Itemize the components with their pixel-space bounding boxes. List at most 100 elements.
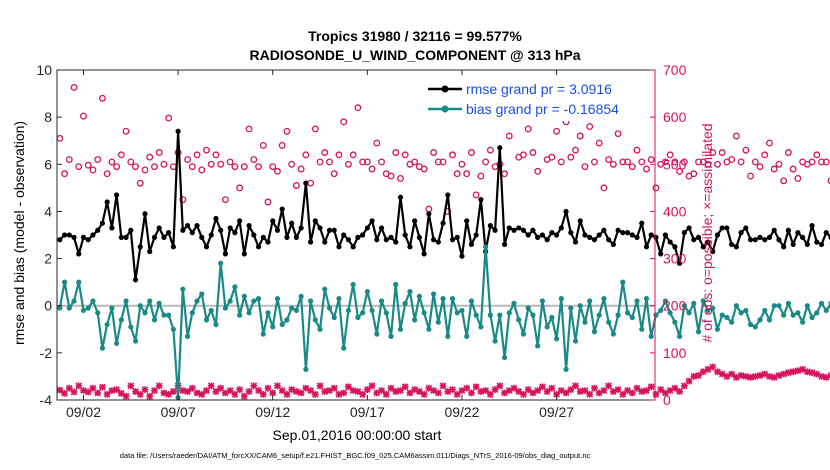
obs-assimilated-point (151, 387, 158, 394)
series-0-point (781, 244, 787, 250)
series-0-point (539, 232, 546, 238)
series-1-point (222, 305, 229, 311)
obs-x-marker (84, 388, 92, 396)
y-axis-right-label: # of obs: o=possible; ×=assimilated (699, 123, 715, 342)
obs-assimilated-point (742, 373, 750, 380)
obs-possible-point (103, 170, 111, 178)
obs-possible-point (84, 161, 92, 169)
obs-possible-point (751, 158, 759, 166)
x-tick-label: 09/12 (255, 404, 290, 420)
obs-assimilated-point (113, 386, 120, 393)
obs-assimilated-point (108, 387, 116, 394)
series-1-point (520, 331, 527, 337)
obs-x-marker (714, 368, 721, 376)
series-1-point (535, 343, 541, 349)
obs-x-marker (203, 387, 210, 394)
series-0-point (341, 232, 347, 238)
obs-assimilated-point (543, 388, 551, 395)
obs-possible-point (434, 158, 442, 166)
series-0-point (147, 248, 153, 255)
obs-assimilated-point (363, 386, 371, 393)
obs-assimilated-point (822, 374, 830, 381)
obs-x-marker (477, 388, 485, 395)
obs-x-marker (316, 382, 324, 390)
series-0-point (478, 197, 484, 203)
series-0-point (809, 222, 815, 229)
obs-assimilated-point (212, 388, 220, 395)
obs-x-marker (165, 390, 173, 398)
series-1-point (166, 312, 172, 318)
obs-possible-point (212, 151, 220, 159)
obs-assimilated-point (250, 382, 258, 390)
obs-x-marker (326, 387, 333, 394)
series-1-point (823, 307, 829, 314)
obs-possible-point (387, 172, 395, 180)
series-0-point (199, 234, 205, 240)
obs-possible-point (188, 163, 196, 171)
obs-possible-point (245, 125, 253, 133)
obs-possible-point (226, 158, 234, 166)
obs-possible-point (638, 158, 646, 166)
obs-possible-point (742, 146, 750, 154)
obs-possible-point (165, 114, 173, 122)
obs-x-marker (274, 382, 281, 390)
series-0-point (123, 234, 129, 240)
series-1-point (445, 333, 451, 339)
series-1-point (568, 305, 574, 311)
x-tick-label: 09/27 (539, 404, 574, 420)
series-1-point (303, 366, 309, 372)
obs-possible-point (458, 160, 466, 168)
obs-assimilated-point (789, 368, 797, 376)
series-1-point (516, 317, 522, 323)
series-1-point (341, 345, 347, 351)
obs-assimilated-point (690, 373, 698, 380)
series-0-point (284, 234, 290, 240)
series-0-point (132, 277, 139, 283)
series-0-point (601, 227, 607, 233)
obs-possible-point (311, 125, 319, 133)
obs-possible-point (184, 156, 192, 164)
series-1-point (729, 319, 735, 325)
obs-x-marker (392, 388, 400, 395)
obs-assimilated-point (302, 384, 310, 392)
obs-x-marker (756, 372, 764, 379)
obs-assimilated-point (770, 374, 778, 381)
obs-x-marker (458, 387, 466, 394)
obs-x-marker (184, 388, 191, 395)
series-1-point (435, 319, 441, 325)
obs-assimilated-point (600, 387, 608, 394)
obs-possible-point (453, 170, 461, 178)
series-1-point (331, 314, 337, 321)
obs-x-marker (236, 386, 243, 393)
series-0-point (492, 227, 498, 233)
series-0-point (412, 218, 418, 224)
obs-x-marker (288, 386, 296, 393)
series-0-point (421, 251, 427, 257)
obs-possible-point (813, 151, 821, 159)
series-0-point (374, 237, 380, 243)
obs-assimilated-point (695, 372, 702, 379)
obs-assimilated-point (680, 382, 688, 390)
obs-assimilated-point (117, 390, 125, 397)
obs-assimilated-point (231, 390, 239, 398)
obs-x-marker (737, 372, 745, 379)
obs-possible-point (359, 158, 367, 166)
obs-possible-point (766, 139, 773, 147)
obs-assimilated-point (477, 388, 485, 395)
series-0-point (336, 244, 342, 250)
obs-assimilated-point (359, 390, 366, 398)
obs-possible-point (718, 149, 726, 156)
series-1-point (322, 286, 328, 292)
obs-possible-point (808, 158, 816, 166)
series-1-point (686, 310, 692, 316)
obs-possible-point (818, 158, 825, 166)
series-1-point (156, 300, 162, 306)
series-0-point (662, 232, 669, 238)
obs-assimilated-point (595, 389, 603, 397)
obs-possible-point (240, 163, 248, 171)
series-1-point (511, 300, 517, 306)
obs-x-marker (472, 383, 480, 391)
obs-assimilated-point (553, 390, 560, 398)
series-0-point (823, 230, 829, 236)
series-0-point (430, 237, 437, 243)
